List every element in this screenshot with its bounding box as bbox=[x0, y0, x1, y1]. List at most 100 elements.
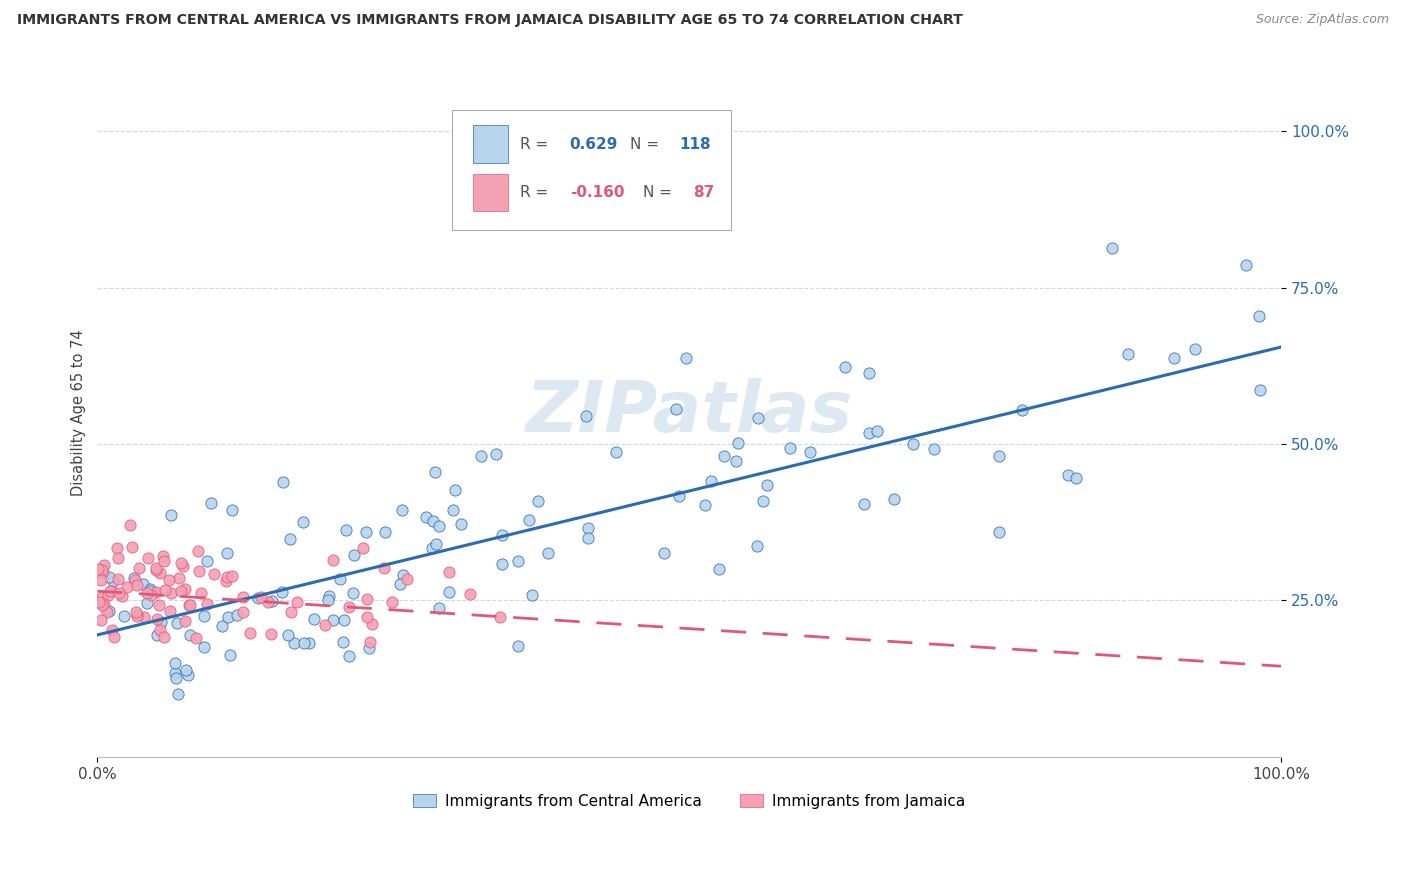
Point bbox=[165, 671, 187, 685]
Point bbox=[437, 584, 460, 599]
Text: IMMIGRANTS FROM CENTRAL AMERICA VS IMMIGRANTS FROM JAMAICA DISABILITY AGE 65 TO : IMMIGRANTS FROM CENTRAL AMERICA VS IMMIG… bbox=[17, 13, 963, 28]
Point bbox=[89, 595, 111, 609]
Point bbox=[665, 402, 688, 417]
Point bbox=[157, 573, 180, 587]
Point bbox=[575, 409, 598, 423]
Point bbox=[101, 574, 124, 588]
Point bbox=[853, 498, 876, 512]
Point bbox=[858, 425, 880, 440]
Point bbox=[316, 593, 339, 607]
Point bbox=[354, 524, 377, 539]
Point bbox=[98, 604, 121, 618]
Point bbox=[337, 599, 360, 614]
Point bbox=[215, 569, 238, 583]
Point bbox=[87, 562, 110, 576]
Point bbox=[1118, 347, 1140, 361]
Point bbox=[271, 475, 294, 489]
Point bbox=[118, 517, 141, 532]
Point bbox=[145, 585, 167, 599]
Point bbox=[101, 584, 124, 599]
Point bbox=[160, 508, 183, 522]
Point bbox=[132, 610, 155, 624]
Point bbox=[163, 666, 186, 681]
Point bbox=[139, 588, 162, 602]
Point bbox=[172, 559, 194, 574]
Point bbox=[441, 502, 464, 516]
Point bbox=[922, 442, 945, 456]
Point bbox=[91, 563, 114, 577]
Point bbox=[98, 570, 121, 584]
Point bbox=[755, 477, 778, 491]
Point bbox=[491, 557, 513, 571]
Point bbox=[356, 591, 378, 606]
Point bbox=[115, 580, 138, 594]
Point bbox=[799, 444, 821, 458]
Point bbox=[332, 635, 354, 649]
Point bbox=[526, 494, 548, 508]
Point bbox=[779, 442, 801, 456]
Point bbox=[883, 492, 905, 507]
Point bbox=[239, 625, 262, 640]
Point bbox=[179, 599, 201, 613]
Point bbox=[373, 560, 395, 574]
Point bbox=[470, 449, 492, 463]
Point bbox=[485, 447, 508, 461]
Point bbox=[278, 533, 301, 547]
Point bbox=[437, 565, 460, 579]
Point bbox=[167, 572, 190, 586]
Point bbox=[211, 618, 233, 632]
Text: N =: N = bbox=[643, 185, 676, 200]
Point bbox=[149, 615, 172, 629]
Point bbox=[359, 634, 381, 648]
Point bbox=[93, 598, 115, 612]
Point bbox=[423, 465, 446, 479]
Point bbox=[107, 572, 129, 586]
Point bbox=[105, 541, 128, 556]
Point bbox=[699, 474, 721, 488]
Text: R =: R = bbox=[520, 136, 553, 152]
Point bbox=[145, 563, 167, 577]
Point bbox=[262, 593, 284, 607]
Point bbox=[343, 548, 366, 562]
Point bbox=[337, 648, 360, 663]
Point bbox=[103, 630, 125, 644]
Point bbox=[1234, 258, 1257, 272]
Point bbox=[292, 636, 315, 650]
Point bbox=[381, 595, 404, 609]
Point bbox=[425, 537, 447, 551]
Point bbox=[149, 624, 172, 638]
Point bbox=[257, 595, 280, 609]
Point bbox=[342, 586, 364, 600]
Point bbox=[136, 597, 159, 611]
Point bbox=[221, 502, 243, 516]
Point bbox=[713, 449, 735, 463]
Point bbox=[249, 591, 271, 605]
Point bbox=[91, 598, 114, 612]
Point bbox=[125, 605, 148, 619]
Point bbox=[101, 623, 124, 637]
Point bbox=[159, 586, 181, 600]
Point bbox=[506, 639, 529, 653]
Text: 0.629: 0.629 bbox=[569, 136, 619, 152]
Point bbox=[145, 612, 167, 626]
Point bbox=[125, 577, 148, 591]
Point bbox=[508, 554, 530, 568]
Point bbox=[987, 525, 1010, 540]
Point bbox=[520, 588, 543, 602]
Point bbox=[145, 561, 167, 575]
Point bbox=[148, 599, 170, 613]
Point bbox=[695, 498, 717, 512]
Point bbox=[219, 648, 242, 662]
Point bbox=[125, 609, 148, 624]
Point bbox=[444, 483, 467, 497]
Point bbox=[149, 566, 172, 580]
Text: Source: ZipAtlas.com: Source: ZipAtlas.com bbox=[1256, 13, 1389, 27]
Point bbox=[111, 589, 134, 603]
Point bbox=[152, 549, 174, 564]
Point bbox=[314, 617, 336, 632]
Point bbox=[537, 546, 560, 560]
Point bbox=[357, 640, 380, 655]
Point bbox=[174, 614, 197, 628]
Point bbox=[576, 521, 599, 535]
Point bbox=[107, 550, 129, 565]
